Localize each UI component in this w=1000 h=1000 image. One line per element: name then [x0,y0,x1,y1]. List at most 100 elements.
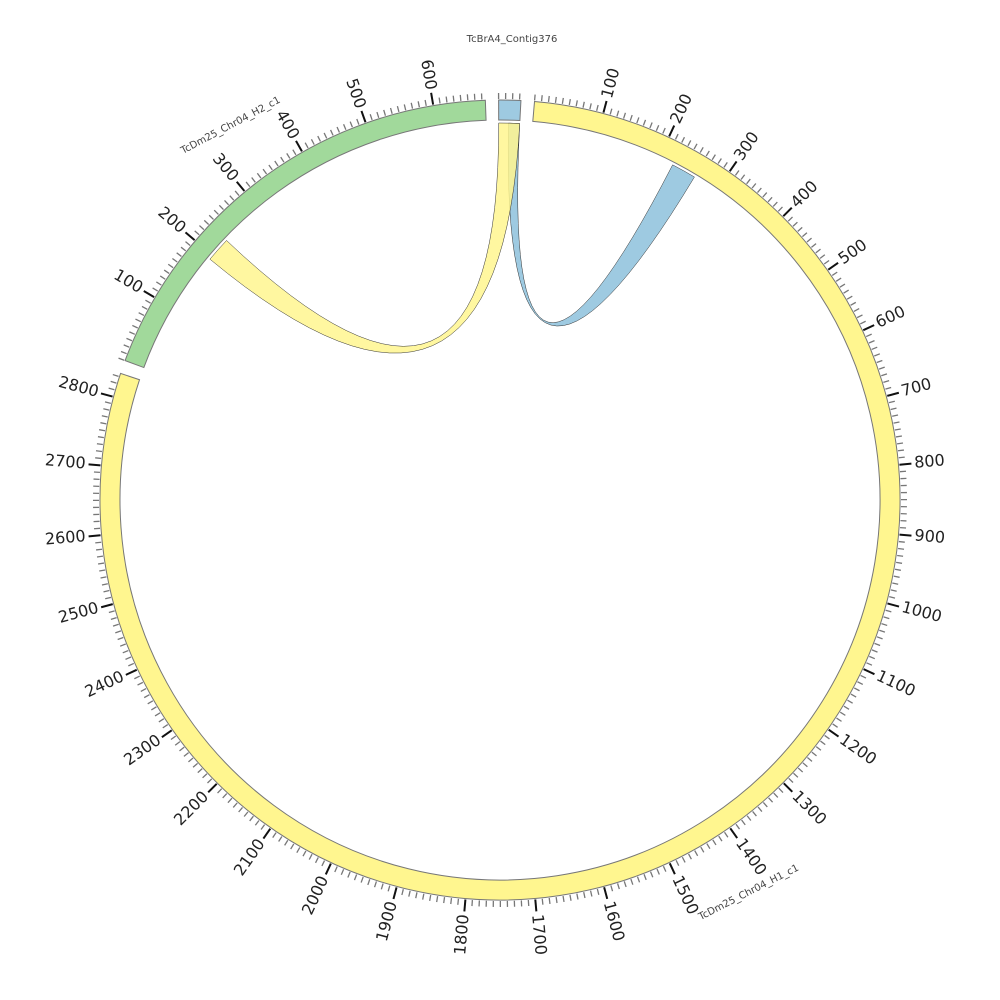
minor-tick [865,333,872,338]
minor-tick [892,414,899,417]
major-tick [782,207,793,217]
major-tick [207,783,218,793]
minor-tick [888,400,895,404]
major-tick [100,603,114,609]
minor-tick [422,893,425,900]
minor-tick [108,387,115,391]
minor-tick [893,575,900,578]
minor-tick [896,561,903,564]
minor-tick [138,312,145,317]
minor-tick [656,868,660,875]
minor-tick [172,257,178,263]
minor-tick [349,121,353,128]
minor-tick [443,897,446,904]
minor-tick [723,162,728,168]
minor-tick [740,174,746,180]
major-tick [899,462,912,466]
minor-tick [317,135,322,142]
tick-label: 2500 [56,598,100,627]
minor-tick [787,216,793,222]
minor-tick [417,101,421,108]
minor-tick [662,127,666,134]
minor-tick [158,718,165,723]
minor-tick [894,568,901,571]
tick-label: 1700 [528,913,551,955]
minor-tick [115,630,122,634]
minor-tick [589,103,592,110]
minor-tick [380,883,384,890]
tick-label: 1500 [668,872,702,917]
minor-tick [897,547,905,550]
minor-tick [895,435,903,438]
minor-tick [893,421,900,424]
tick-label: 600 [872,301,908,331]
minor-tick [347,871,351,878]
minor-tick [373,881,378,888]
minor-tick [792,221,798,227]
minor-tick [898,456,905,459]
minor-tick [217,788,223,794]
minor-tick [141,305,148,310]
tick-label: 200 [666,91,696,127]
tick-label: 1800 [450,914,472,956]
minor-tick [134,675,141,680]
minor-tick [850,693,857,698]
minor-tick [112,623,119,627]
minor-tick [616,883,620,890]
minor-tick [850,301,857,306]
minor-tick [96,555,104,558]
minor-tick [575,100,578,107]
minor-tick [457,898,460,905]
major-tick [88,534,101,538]
major-tick [899,533,912,537]
minor-tick [857,681,864,686]
link-contig-h1 [507,122,695,327]
minor-tick [117,636,124,641]
links-layer [209,122,695,354]
major-tick [534,899,538,912]
minor-tick [95,541,102,544]
minor-tick [751,183,757,189]
minor-tick [254,820,260,826]
minor-tick [459,94,462,101]
minor-tick [145,299,151,304]
minor-tick [123,344,130,348]
ticks-layer: 1002003004005006007008009001000110012001… [44,58,946,956]
minor-tick [734,170,740,176]
link-contig-h2 [209,122,520,354]
minor-tick [694,850,699,857]
minor-tick [188,757,194,763]
minor-tick [674,133,679,140]
minor-tick [636,876,641,883]
minor-tick [629,114,633,121]
minor-tick [132,324,139,329]
minor-tick [843,705,850,710]
segment-name-h1: TcDm25_Chr04_H1_c1 [696,863,801,924]
minor-tick [540,95,543,102]
major-tick [668,862,676,875]
minor-tick [232,802,238,808]
minor-tick [208,214,214,220]
tick-label: 300 [730,128,763,164]
major-tick [668,125,676,137]
minor-tick [118,357,125,361]
minor-tick [290,843,295,850]
major-tick [887,602,900,608]
minor-tick [256,172,262,179]
minor-tick [162,723,169,729]
minor-tick [768,797,774,803]
minor-tick [741,819,746,826]
minor-tick [777,206,783,212]
minor-tick [238,806,244,813]
minor-tick [835,277,842,282]
minor-tick [616,110,620,117]
minor-tick [308,853,313,860]
minor-tick [876,359,883,364]
minor-tick [96,443,103,446]
minor-tick [806,756,813,762]
tick-label: 900 [914,525,946,547]
major-tick [100,392,113,398]
tick-label: 500 [835,235,871,268]
major-tick [783,782,793,793]
minor-tick [445,96,448,103]
